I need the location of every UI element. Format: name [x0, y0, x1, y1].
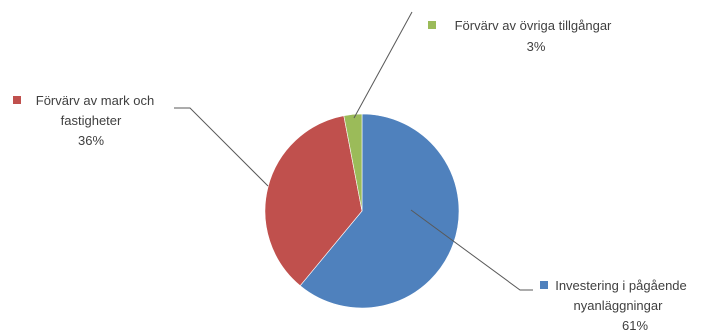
data-label-investering-value: 61% — [622, 318, 648, 330]
data-label-ovriga-value: 3% — [527, 39, 546, 54]
legend-key-investering — [540, 281, 548, 289]
leader-line-mark — [174, 107, 269, 187]
data-label-mark: Förvärv av mark och fastigheter 36% — [13, 93, 154, 148]
data-label-ovriga: Förvärv av övriga tillgångar 3% — [428, 18, 612, 54]
leader-line-ovriga — [353, 11, 413, 119]
pie-slice-2 — [343, 113, 363, 212]
legend-key-mark — [13, 96, 21, 104]
pie-slices — [264, 113, 460, 309]
leader-line-investering — [410, 209, 533, 291]
pie-slice-0 — [299, 113, 460, 309]
data-label-investering-line2: nyanläggningar — [574, 298, 664, 313]
pie-slice-1 — [264, 115, 363, 287]
data-label-mark-value: 36% — [78, 133, 104, 148]
data-label-investering: Investering i pågående nyanläggningar 61… — [540, 278, 687, 330]
data-label-investering-line1: Investering i pågående — [555, 278, 687, 293]
data-label-mark-line2: fastigheter — [61, 113, 122, 128]
data-label-mark-line1: Förvärv av mark och — [36, 93, 154, 108]
data-label-ovriga-line1: Förvärv av övriga tillgångar — [455, 18, 612, 33]
legend-key-ovriga — [428, 21, 436, 29]
